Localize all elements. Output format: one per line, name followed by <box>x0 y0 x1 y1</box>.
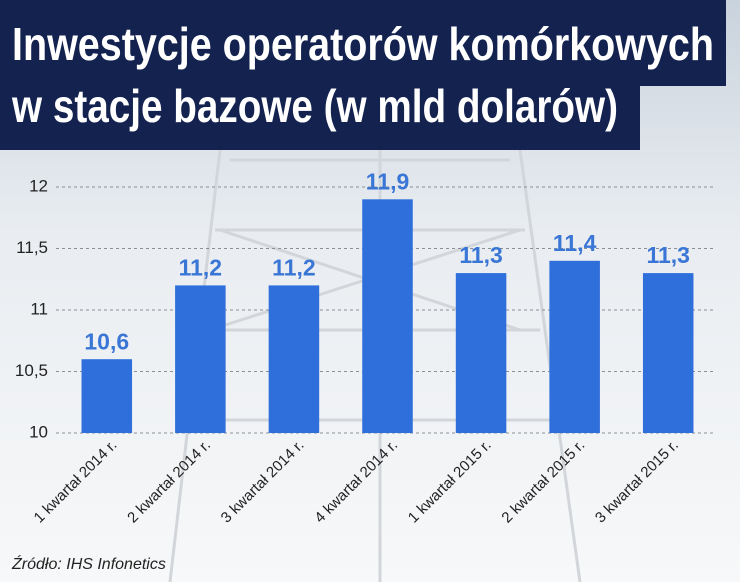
bar <box>362 199 413 433</box>
y-tick-label: 11,5 <box>16 238 48 257</box>
value-label: 11,9 <box>366 168 410 194</box>
title-box <box>0 86 640 150</box>
value-label: 11,3 <box>646 242 690 268</box>
bar <box>81 359 133 433</box>
y-tick-label: 11 <box>30 299 48 318</box>
y-tick-label: 10 <box>29 422 48 441</box>
bar <box>175 285 226 433</box>
source: Źródło: IHS Infonetics <box>11 554 166 573</box>
chart-title: w stacje bazowe (w mld dolarów) <box>11 80 618 132</box>
bar <box>642 273 694 433</box>
title-box <box>0 0 726 86</box>
bar <box>268 285 320 433</box>
y-tick-label: 10,5 <box>15 361 48 380</box>
value-label: 11,2 <box>272 254 316 280</box>
bar <box>549 260 600 433</box>
bar <box>455 273 507 433</box>
value-label: 11,4 <box>553 230 597 256</box>
y-tick-label: 12 <box>29 176 48 195</box>
value-label: 11,2 <box>179 254 223 280</box>
value-label: 11,3 <box>459 242 503 268</box>
value-label: 10,6 <box>84 328 129 354</box>
chart-title: Inwestycje operatorów komórkowych <box>12 18 714 70</box>
